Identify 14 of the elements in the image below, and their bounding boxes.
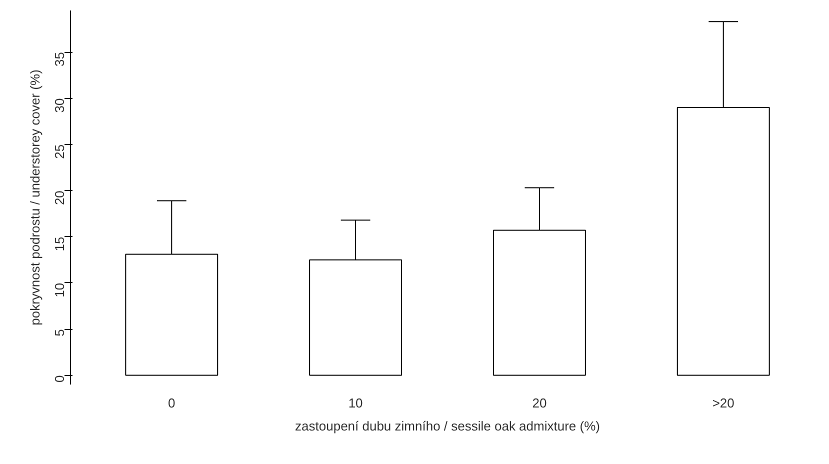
y-tick-label: 35: [52, 52, 67, 67]
y-tick-label: 0: [52, 375, 67, 382]
x-tick-label: 10: [348, 396, 363, 410]
y-tick-label: 15: [52, 236, 67, 252]
x-tick-label: >20: [712, 396, 734, 410]
y-axis-title: pokryvnost podrostu / understorey cover (%): [28, 70, 42, 326]
y-tick-label: 20: [52, 190, 67, 206]
y-tick-label: 5: [52, 329, 67, 336]
y-tick-label: 30: [52, 98, 67, 113]
x-tick-label: 20: [532, 396, 547, 410]
y-tick-label: 25: [52, 144, 67, 159]
x-tick-label: 0: [168, 396, 176, 410]
y-tick-label: 10: [52, 282, 67, 298]
x-axis-title: zastoupení dubu zimního / sessile oak admixture (%): [295, 418, 600, 434]
